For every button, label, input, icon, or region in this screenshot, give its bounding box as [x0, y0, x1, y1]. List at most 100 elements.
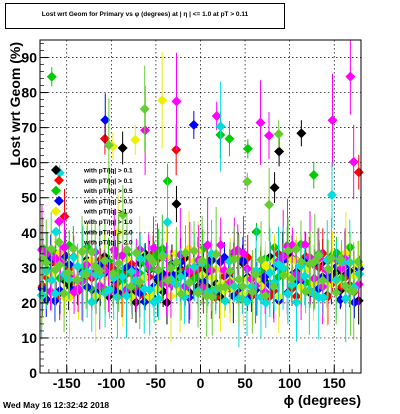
- data-point: [171, 199, 182, 210]
- legend-label: with pT/|q| > 1.0: [83, 219, 133, 226]
- data-point: [290, 244, 301, 255]
- data-point: [348, 156, 359, 167]
- data-point: [153, 293, 164, 304]
- y-tick-label: 0: [29, 365, 37, 381]
- data-point: [291, 297, 302, 308]
- data-point: [237, 281, 248, 292]
- data-point: [318, 292, 329, 303]
- legend-marker: [54, 216, 64, 227]
- chart-title: Lost wrt Geom for Primary vs φ (degrees)…: [41, 11, 249, 18]
- data-point: [326, 253, 337, 264]
- data-point: [242, 176, 253, 187]
- y-tick-label: 20: [21, 295, 37, 311]
- x-tick-label: 0: [197, 375, 205, 391]
- data-point: [256, 254, 267, 265]
- data-point: [197, 255, 208, 266]
- data-point: [176, 288, 187, 299]
- data-point: [322, 254, 333, 265]
- timestamp: Wed May 16 12:32:42 2018: [3, 400, 110, 410]
- data-point: [86, 246, 97, 257]
- data-point: [260, 290, 271, 301]
- data-point: [157, 252, 168, 263]
- data-point: [215, 121, 226, 132]
- data-point: [309, 273, 320, 284]
- data-point: [41, 257, 52, 268]
- data-point: [323, 263, 334, 274]
- data-point: [309, 256, 320, 267]
- plot-area: [40, 40, 361, 373]
- data-point: [335, 254, 346, 265]
- data-point: [229, 254, 240, 265]
- data-point: [241, 296, 252, 307]
- legend-marker: [54, 237, 64, 248]
- data-point: [103, 140, 114, 151]
- data-point: [100, 115, 111, 126]
- data-point: [153, 264, 164, 275]
- legend-marker: [54, 175, 64, 186]
- data-point: [278, 270, 289, 281]
- data-point: [94, 265, 105, 276]
- data-point: [148, 256, 159, 267]
- data-point: [278, 263, 289, 274]
- data-point: [238, 248, 249, 259]
- data-point: [189, 245, 200, 256]
- data-point: [215, 239, 226, 250]
- data-point: [211, 110, 222, 121]
- data-point: [207, 291, 218, 302]
- data-point: [255, 117, 266, 128]
- data-point: [121, 290, 132, 301]
- data-point: [247, 286, 258, 297]
- data-point: [237, 255, 248, 266]
- data-point: [340, 248, 351, 259]
- data-point: [348, 285, 359, 296]
- data-point: [345, 71, 356, 82]
- legend-marker: [54, 195, 64, 206]
- data-point: [81, 269, 92, 280]
- data-point: [295, 256, 306, 267]
- data-point: [299, 271, 310, 282]
- data-point: [99, 255, 110, 266]
- data-point: [269, 182, 280, 193]
- data-point: [63, 267, 74, 278]
- x-tick-label: 150: [323, 375, 347, 391]
- data-point: [117, 209, 128, 220]
- data-point: [139, 104, 150, 115]
- legend-label: with pT/|q| > 2.0: [83, 229, 133, 236]
- data-point: [300, 239, 311, 250]
- y-tick-label: 70: [21, 120, 37, 136]
- y-tick-label: 10: [21, 330, 37, 346]
- y-axis-title: Lost wrt Geom (%): [7, 42, 23, 166]
- legend-label: with pT/|q| > 1.0: [83, 209, 133, 216]
- data-point: [117, 250, 128, 261]
- data-point: [144, 284, 155, 295]
- x-tick-label: 50: [237, 375, 253, 391]
- data-point: [104, 284, 115, 295]
- data-point: [354, 269, 365, 280]
- data-point: [121, 244, 132, 255]
- data-point: [117, 271, 128, 282]
- data-point: [264, 267, 275, 278]
- data-point: [263, 130, 274, 141]
- x-tick-label: 100: [278, 375, 302, 391]
- data-point: [130, 134, 141, 145]
- data-point: [171, 96, 182, 107]
- data-point: [112, 292, 123, 303]
- legend-label: with pT/|q| > 0.5: [83, 188, 133, 195]
- data-point: [36, 290, 47, 301]
- data-point: [313, 250, 324, 261]
- x-tick-label: -150: [53, 375, 81, 391]
- title-box: Lost wrt Geom for Primary vs φ (degrees)…: [5, 3, 285, 29]
- data-point: [193, 288, 204, 299]
- data-point: [344, 257, 355, 268]
- data-point: [68, 252, 79, 263]
- data-point: [148, 243, 159, 254]
- data-point: [286, 273, 297, 284]
- data-point: [340, 280, 351, 291]
- data-point: [331, 287, 342, 298]
- data-point: [50, 288, 61, 299]
- legend-label: with pT/|q| > 0.1: [83, 178, 133, 185]
- data-point: [113, 258, 124, 269]
- data-point: [211, 249, 222, 260]
- data-point: [283, 245, 294, 256]
- data-point: [317, 275, 328, 286]
